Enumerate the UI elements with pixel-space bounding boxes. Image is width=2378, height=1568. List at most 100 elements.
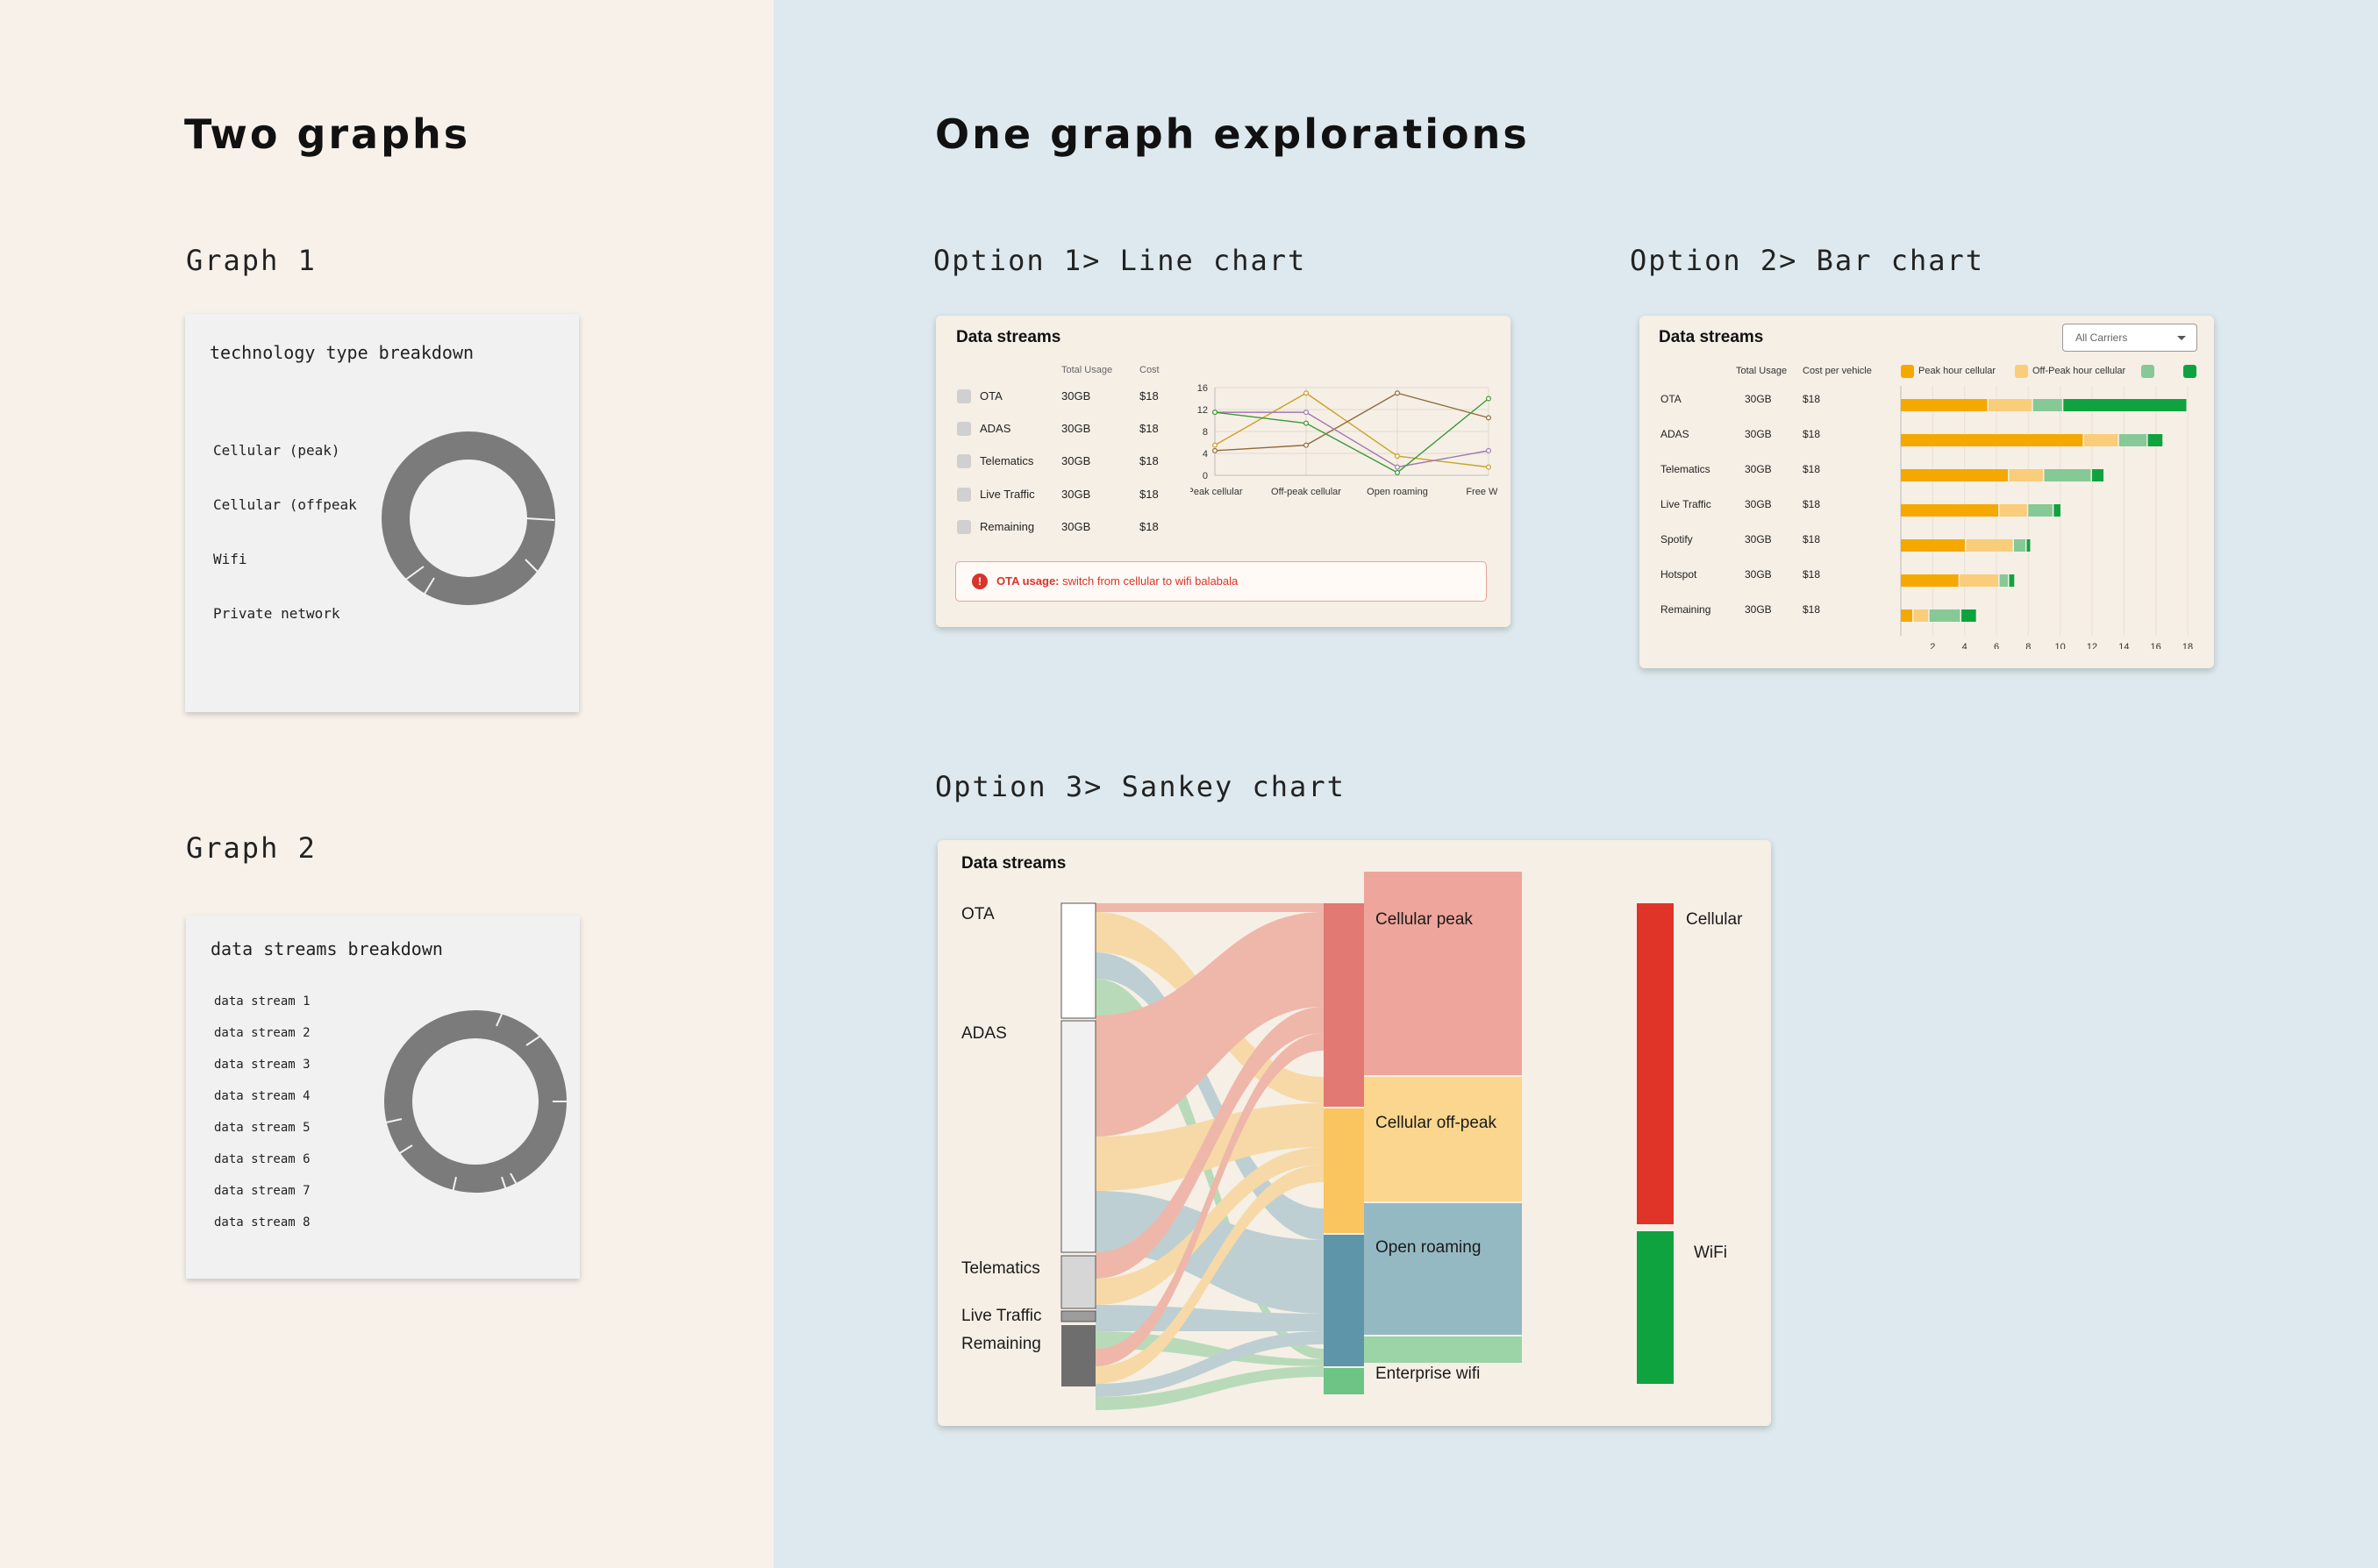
sankey-middle-label: Cellular off-peak bbox=[1375, 1114, 1497, 1132]
stream-checkbox[interactable] bbox=[957, 488, 971, 502]
graph2-heading: Graph 2 bbox=[186, 831, 317, 865]
option3-heading: Option 3> Sankey chart bbox=[935, 770, 1346, 803]
x-tick-label: 10 bbox=[2055, 642, 2066, 649]
bar-segment bbox=[2083, 434, 2118, 446]
stream-cost: $18 bbox=[1803, 428, 1821, 440]
ota-alert: ! OTA usage: switch from cellular to wif… bbox=[955, 561, 1487, 602]
stream-checkbox[interactable] bbox=[957, 389, 971, 403]
stream-usage: 30GB bbox=[1745, 603, 1772, 616]
data-point bbox=[1395, 390, 1401, 396]
section-title-two-graphs: Two graphs bbox=[184, 110, 471, 158]
y-tick-label: 0 bbox=[1203, 471, 1208, 481]
stream-usage: 30GB bbox=[1745, 463, 1772, 475]
graph1-label: Cellular (peak) bbox=[213, 442, 340, 459]
data-point bbox=[1395, 464, 1401, 470]
bar-segment bbox=[2118, 434, 2147, 446]
bar-segment bbox=[1961, 609, 1976, 622]
data-point bbox=[1395, 469, 1401, 475]
alert-message: OTA usage: switch from cellular to wifi … bbox=[996, 574, 1238, 588]
stream-name: Live Traffic bbox=[980, 488, 1035, 501]
legend-label-peak: Peak hour cellular bbox=[1918, 366, 1996, 376]
graph2-label: data stream 7 bbox=[214, 1184, 311, 1198]
graph1-label: Cellular (offpeak bbox=[213, 496, 357, 513]
stream-usage: 30GB bbox=[1061, 488, 1091, 501]
col-header-usage: Total Usage bbox=[1736, 366, 1788, 376]
sankey-chart bbox=[1060, 872, 1674, 1410]
stream-checkbox[interactable] bbox=[957, 520, 971, 534]
stream-usage: 30GB bbox=[1061, 454, 1091, 467]
sankey-source-label: Remaining bbox=[961, 1335, 1041, 1353]
data-point bbox=[1303, 420, 1310, 426]
bar-segment bbox=[2028, 504, 2053, 517]
section-title-one-graph: One graph explorations bbox=[935, 110, 1530, 158]
x-tick-label: 6 bbox=[1994, 642, 1999, 649]
x-tick-label: 2 bbox=[1930, 642, 1935, 649]
y-tick-label: 4 bbox=[1203, 449, 1208, 460]
x-tick-label: Open roaming bbox=[1367, 487, 1428, 497]
stream-checkbox[interactable] bbox=[957, 454, 971, 468]
x-tick-label: Free Wi-Fi bbox=[1466, 487, 1497, 497]
data-point bbox=[1212, 447, 1218, 453]
stream-cost: $18 bbox=[1803, 533, 1821, 545]
x-tick-label: Off-peak cellular bbox=[1271, 487, 1341, 497]
data-point bbox=[1212, 410, 1218, 416]
bar-segment bbox=[2009, 574, 2015, 587]
bar-segment bbox=[1901, 609, 1913, 622]
bar-segment bbox=[2053, 504, 2060, 517]
graph2-label: data stream 2 bbox=[214, 1026, 311, 1040]
stream-cost: $18 bbox=[1139, 520, 1159, 533]
bar-chart: 2 4 6 8 10 12 14 16 18 bbox=[1900, 386, 2193, 649]
graph1-card: technology type breakdown Cellular (peak… bbox=[185, 314, 579, 712]
series-line bbox=[1214, 397, 1489, 474]
graph2-label: data stream 1 bbox=[214, 994, 311, 1009]
graph1-label: Wifi bbox=[213, 551, 247, 567]
stream-usage: 30GB bbox=[1061, 389, 1091, 403]
bar-segment bbox=[2032, 399, 2062, 411]
graph1-card-title: technology type breakdown bbox=[210, 342, 475, 363]
bar-segment bbox=[1966, 539, 2013, 552]
stream-name: OTA bbox=[980, 389, 1003, 403]
sankey-card-title: Data streams bbox=[961, 854, 1067, 873]
bar-segment bbox=[1999, 504, 2027, 517]
sankey-card: Data streams bbox=[938, 840, 1771, 1426]
stream-name: Hotspot bbox=[1660, 568, 1697, 581]
bar-card-title: Data streams bbox=[1659, 328, 1764, 346]
stream-name: Remaining bbox=[980, 520, 1035, 533]
stream-cost: $18 bbox=[1139, 488, 1159, 501]
bar-segment bbox=[2009, 469, 2043, 481]
legend-swatch-peak bbox=[1901, 365, 1914, 378]
data-point bbox=[1303, 442, 1310, 448]
bar-segment bbox=[1901, 539, 1965, 552]
alert-text: switch from cellular to wifi balabala bbox=[1059, 574, 1239, 588]
stream-name: Telematics bbox=[980, 454, 1034, 467]
bar-chart-card: Data streams All Carriers Total Usage Co… bbox=[1639, 316, 2214, 668]
stream-usage: 30GB bbox=[1745, 568, 1772, 581]
carrier-dropdown[interactable]: All Carriers bbox=[2062, 324, 2197, 352]
stream-cost: $18 bbox=[1139, 454, 1159, 467]
series-line bbox=[1214, 392, 1489, 452]
graph2-label: data stream 5 bbox=[214, 1121, 311, 1135]
stream-name: Remaining bbox=[1660, 603, 1711, 616]
sankey-source-label: ADAS bbox=[961, 1024, 1007, 1043]
stream-cost: $18 bbox=[1803, 498, 1821, 510]
data-point bbox=[1486, 447, 1492, 453]
legend-swatch-wifi-dark bbox=[2183, 365, 2196, 378]
legend-swatch-wifi-light bbox=[2141, 365, 2154, 378]
bar-segment bbox=[1901, 469, 2009, 481]
bar-segment bbox=[2063, 399, 2187, 411]
bar-segment bbox=[1901, 504, 1999, 517]
stream-checkbox[interactable] bbox=[957, 422, 971, 436]
stream-cost: $18 bbox=[1139, 389, 1159, 403]
sankey-target-label: Cellular bbox=[1686, 910, 1743, 929]
stream-cost: $18 bbox=[1803, 463, 1821, 475]
graph2-donut bbox=[384, 1009, 568, 1194]
data-point bbox=[1212, 442, 1218, 448]
y-tick-label: 16 bbox=[1197, 383, 1208, 394]
bar-segment bbox=[1929, 609, 1960, 622]
option2-heading: Option 2> Bar chart bbox=[1630, 244, 1985, 277]
stream-name: ADAS bbox=[1660, 428, 1689, 440]
stream-cost: $18 bbox=[1803, 568, 1821, 581]
bar-segment bbox=[2147, 434, 2163, 446]
bar-segment bbox=[1999, 574, 2009, 587]
data-point bbox=[1486, 464, 1492, 470]
